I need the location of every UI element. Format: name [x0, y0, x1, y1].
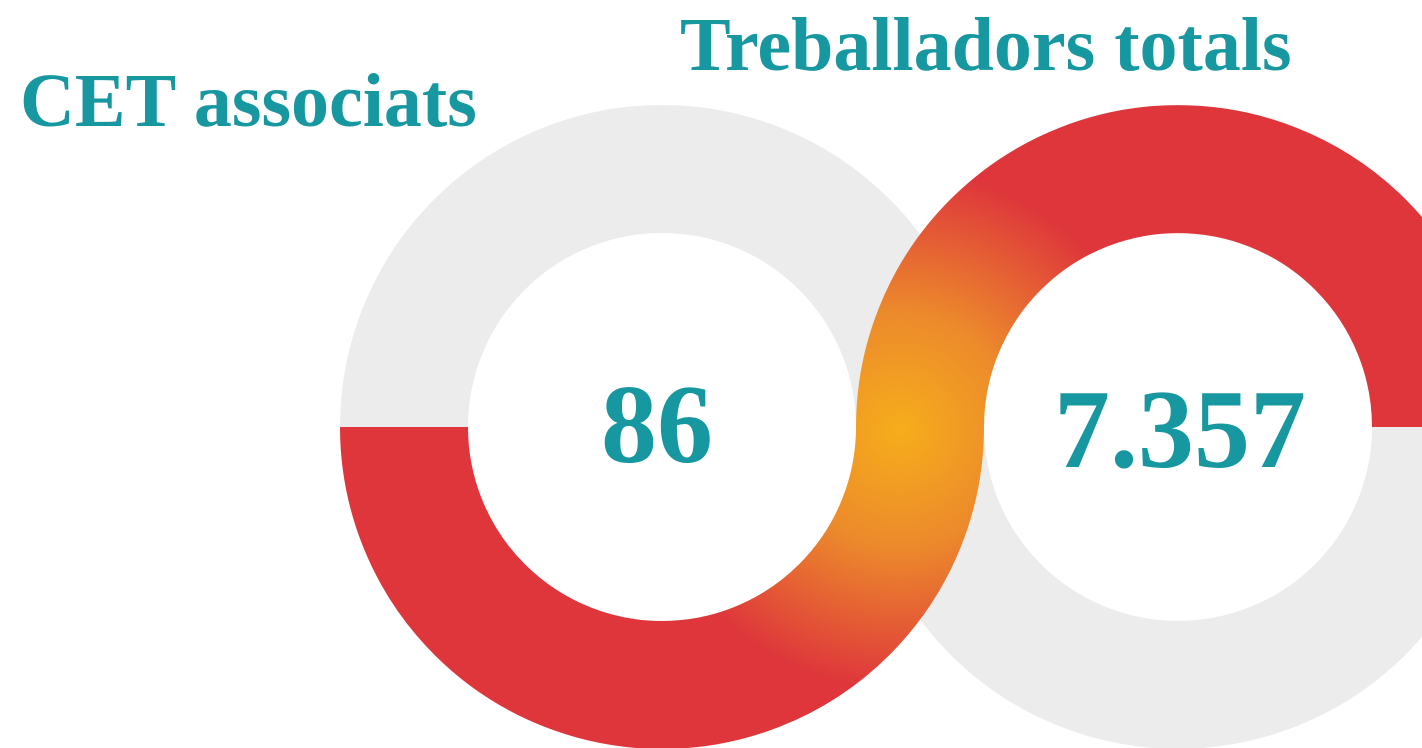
- left-number: 86: [601, 363, 713, 487]
- right-ring-red: [856, 105, 1422, 428]
- left-title: CET associats: [20, 59, 477, 143]
- right-number: 7.357: [1054, 368, 1306, 492]
- rings: [340, 105, 1422, 748]
- right-title: Treballadors totals: [680, 3, 1292, 87]
- left-ring-red: [340, 426, 984, 748]
